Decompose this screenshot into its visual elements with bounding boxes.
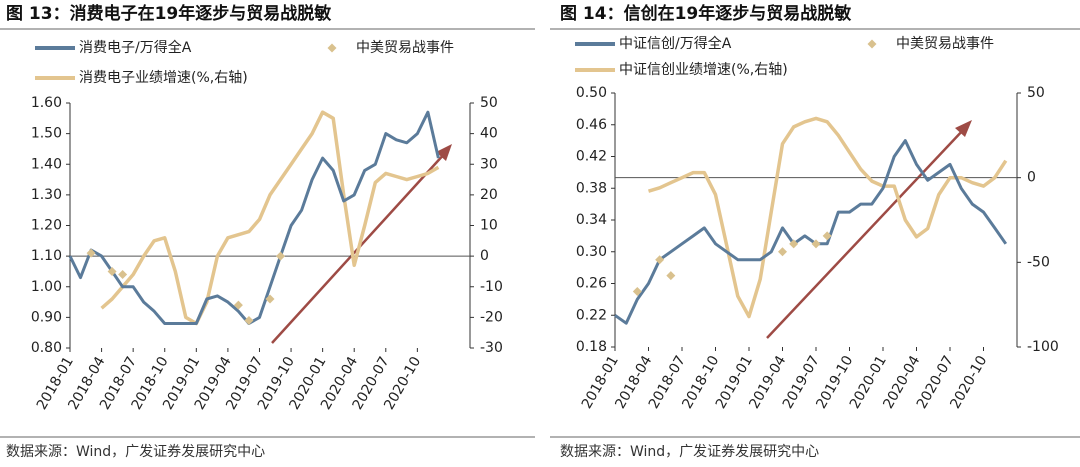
chart-title: 图 13：消费电子在19年逐步与贸易战脱敏 [6,3,331,24]
y-tick-label: 1.20 [31,218,62,234]
event-marker [265,294,275,304]
y-tick-label: 0.80 [31,340,62,356]
source: 数据来源：Wind，广发证券发展研究中心 [6,444,265,460]
y2-tick-label: 50 [1027,85,1045,101]
chart: 图 13：消费电子在19年逐步与贸易战脱敏 数据来源：Wind，广发证券发展研究… [0,3,535,460]
series-line [68,110,440,325]
chart-title: 图 14：信创在19年逐步与贸易战脱敏 [560,3,851,24]
event-marker [822,231,832,241]
y-tick-label: 1.60 [31,95,62,111]
arrow-head [955,120,972,137]
y-tick-label: 0.90 [31,309,62,325]
y-tick-label: 1.00 [31,279,62,295]
y-tick-label: 0.38 [576,180,607,196]
series-line [647,116,1008,319]
y2-tick-label: -100 [1027,339,1059,355]
trend-arrow [766,127,966,339]
y2-tick-label: 50 [480,95,498,111]
y-tick-label: 1.10 [31,248,62,264]
legend-label: 中证信创/万得全A [619,35,732,52]
y2-tick-label: -10 [480,279,503,295]
event-marker [233,300,243,310]
event-marker [86,248,96,258]
y-tick-label: 1.50 [31,126,62,142]
y-tick-label: 0.34 [576,212,607,228]
event-marker [244,315,254,325]
y-tick-label: 0.18 [576,339,607,355]
event-marker [107,266,117,276]
event-marker [655,255,665,265]
arrow-head [436,144,452,161]
y-tick-label: 1.40 [31,156,62,172]
event-marker [276,251,286,261]
series-line [100,110,440,326]
legend-label: 消费电子业绩增速(%,右轴) [79,70,248,86]
event-marker [118,270,128,279]
legend-label: 中美贸易战事件 [356,40,454,56]
y2-tick-label: 0 [480,248,489,264]
legend-label: 中美贸易战事件 [896,36,994,52]
y-tick-label: 1.30 [31,187,62,203]
y-tick-label: 0.42 [576,149,607,165]
source: 数据来源：Wind，广发证券发展研究中心 [560,444,819,460]
y2-tick-label: -50 [1027,254,1050,270]
chart: 图 14：信创在19年逐步与贸易战脱敏 数据来源：Wind，广发证券发展研究中心… [550,3,1080,460]
event-marker [632,286,642,296]
y2-tick-label: 0 [1027,170,1036,186]
event-marker [666,271,676,281]
y2-tick-label: 40 [480,126,498,142]
event-marker [811,239,821,249]
y2-tick-label: 10 [480,218,498,234]
y-tick-label: 0.50 [576,85,607,101]
y2-tick-label: -20 [480,309,503,325]
y-tick-label: 0.46 [576,117,607,133]
y-tick-label: 0.26 [576,276,607,292]
y-tick-label: 0.22 [576,307,607,323]
y2-tick-label: 20 [480,187,498,203]
y2-tick-label: -30 [480,340,503,356]
y-tick-label: 0.30 [576,244,607,260]
legend-swatch [867,39,877,49]
legend-swatch [327,43,337,53]
series-line [614,139,1008,325]
legend-label: 中证信创业绩增速(%,右轴) [619,62,788,78]
event-marker [789,239,799,249]
legend-label: 消费电子/万得全A [79,39,192,56]
event-marker [778,247,787,257]
y2-tick-label: 30 [480,156,498,172]
